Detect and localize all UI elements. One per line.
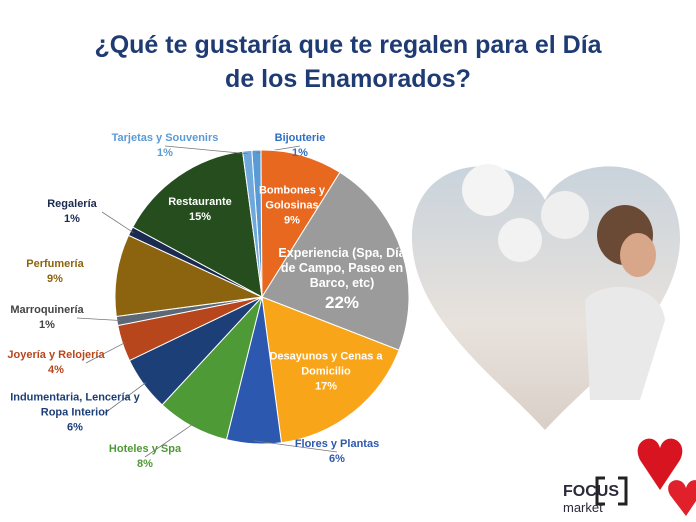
slice-label: Desayunos y Cenas a Domicilio 17% <box>261 350 391 395</box>
slice-label: Marroquinería 1% <box>0 303 97 333</box>
slice-name: Flores y Plantas <box>294 438 380 450</box>
slice-name: Hoteles y Spa <box>108 443 182 455</box>
slice-label: Restaurante 15% <box>155 195 245 225</box>
slice-label: Experiencia (Spa, Día de Campo, Paseo en… <box>277 246 407 312</box>
slice-name: Marroquinería <box>10 304 84 316</box>
deco-heart <box>637 438 683 490</box>
person <box>585 286 665 400</box>
slice-value: 15% <box>188 211 212 223</box>
slice-name: Indumentaria, Lencería y Ropa Interior <box>10 391 140 419</box>
balloon <box>462 164 514 216</box>
leader-line <box>164 145 248 155</box>
slice-value: 4% <box>48 364 64 376</box>
logo-brand: FOCUS <box>563 483 619 500</box>
slice-label: Regalería 1% <box>37 197 107 227</box>
leader-line <box>76 317 120 321</box>
leader-line <box>101 211 134 233</box>
balloon <box>498 218 542 262</box>
logo-icon <box>595 476 628 506</box>
slice-value: 22% <box>324 293 360 312</box>
chart-title: ¿Qué te gustaría que te regalen para el … <box>94 31 602 93</box>
person <box>620 233 656 277</box>
leader-line <box>253 440 338 453</box>
slice-name: Joyería y Relojería <box>7 349 105 361</box>
slice-label: Flores y Plantas 6% <box>287 437 387 467</box>
slice-name: Perfumería <box>26 258 84 270</box>
pie-slice <box>132 150 263 298</box>
slice-value: 9% <box>284 214 300 227</box>
slice-name: Desayunos y Cenas a Domicilio <box>269 350 383 378</box>
slice-name: Regalería <box>47 198 97 210</box>
slice-value: 1% <box>64 213 80 225</box>
leader-line <box>104 382 147 414</box>
slice-value: 6% <box>329 453 345 465</box>
slice-label: Bombones y Golosinas 9% <box>247 184 337 229</box>
slice-name: Tarjetas y Souvenirs <box>111 132 219 144</box>
slice-value: 1% <box>292 147 308 159</box>
slice-label: Joyería y Relojería 4% <box>0 348 116 378</box>
slice-name: Experiencia (Spa, Día de Campo, Paseo en… <box>278 246 406 290</box>
slice-name: Bombones y Golosinas <box>258 184 325 212</box>
slice-value: 1% <box>39 319 55 331</box>
slice-label: Tarjetas y Souvenirs 1% <box>100 131 230 161</box>
slice-value: 9% <box>47 273 63 285</box>
slice-label: Bijouterie 1% <box>260 131 340 161</box>
logo-sub: market <box>563 500 603 515</box>
slice-value: 1% <box>157 147 173 159</box>
leader-line <box>85 342 126 364</box>
slice-value: 8% <box>137 458 153 470</box>
balloon <box>541 191 589 239</box>
pie-slice <box>260 149 341 299</box>
pie-slice <box>261 296 400 444</box>
deco-heart <box>668 480 696 516</box>
slice-value: 17% <box>314 380 338 393</box>
pie-slice <box>241 149 263 298</box>
pie-slice <box>114 234 264 318</box>
pie-slice <box>261 171 410 351</box>
slice-label: Hoteles y Spa 8% <box>100 442 190 472</box>
slice-label: Perfumería 9% <box>15 257 95 287</box>
leader-line <box>144 423 194 458</box>
slice-value: 6% <box>67 421 83 434</box>
slice-name: Bijouterie <box>274 132 326 144</box>
slice-name: Restaurante <box>168 196 232 208</box>
slice-label: Indumentaria, Lencería y Ropa Interior 6% <box>0 391 150 436</box>
